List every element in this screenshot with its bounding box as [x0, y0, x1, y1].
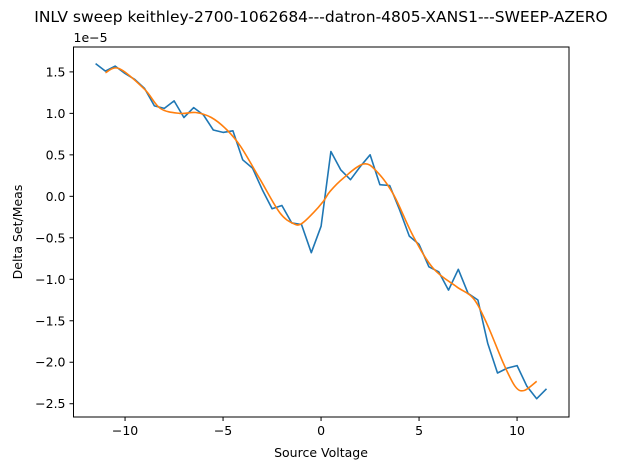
x-tick-label: −10: [112, 423, 138, 438]
y-tick-label: −0.5: [35, 230, 65, 245]
y-tick-label: 1.5: [46, 64, 66, 79]
series-fit-line: [105, 67, 538, 392]
y-tick-label: −1.5: [35, 313, 65, 328]
y-tick-label: 0.0: [46, 189, 66, 204]
x-tick-label: 0: [317, 423, 325, 438]
plot-frame: [73, 46, 570, 418]
y-tick-label: 0.5: [46, 147, 66, 162]
y-tick-label: −1.0: [35, 272, 65, 287]
series-measured-line: [95, 62, 548, 400]
y-tick-label: 1.0: [46, 106, 66, 121]
y-tick-label: −2.5: [35, 396, 65, 411]
y-offset-text: 1e−5: [74, 30, 108, 45]
x-tick-label: −5: [214, 423, 232, 438]
x-tick-label: 5: [415, 423, 423, 438]
chart-title: INLV sweep keithley-2700-1062684---datro…: [34, 8, 607, 26]
y-axis-label: Delta Set/Meas: [10, 185, 25, 280]
x-tick-label: 10: [509, 423, 525, 438]
y-tick-label: −2.0: [35, 355, 65, 370]
x-axis-label: Source Voltage: [274, 445, 368, 460]
